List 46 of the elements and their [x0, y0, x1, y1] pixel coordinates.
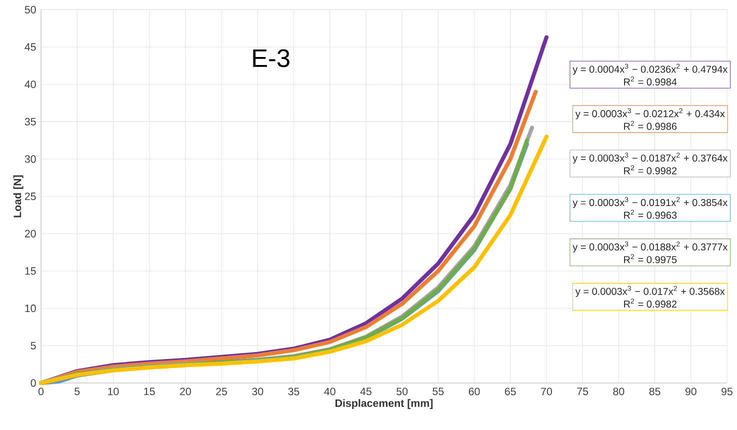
x-tick-label: 90 [685, 388, 696, 396]
x-tick-label: 95 [722, 388, 732, 396]
annotation: y = 0.0003x$^{3}$ − 0.0191x$^{2}$ + 0.3854x [572, 197, 728, 208]
x-axis-title: Displacement [mm] [336, 399, 433, 410]
x-tick-label: 15 [144, 388, 155, 396]
x-tick-label: 20 [180, 388, 191, 396]
y-tick-label: 15 [25, 267, 36, 275]
y-tick-label: 35 [24, 118, 36, 126]
annotation: R$^{2}$ = 0.9982 [624, 165, 677, 174]
x-tick-label: 85 [649, 388, 660, 396]
annotation: R$^{2}$ = 0.9963 [624, 210, 677, 219]
y-tick-label: 40 [24, 80, 36, 88]
x-tick-label: 75 [577, 388, 588, 396]
y-tick-label: 10 [25, 304, 36, 312]
annotation: y = 0.0003x$^{3}$ − 0.0188x$^{2}$ + 0.3777x [572, 241, 728, 252]
x-tick-label: 45 [360, 388, 372, 396]
x-tick-label: 5 [74, 388, 80, 396]
annotation: R$^{2}$ = 0.9984 [624, 76, 677, 86]
x-tick-label: 50 [396, 388, 408, 396]
annotation: y = 0.0003x$^{3}$ − 0.017x$^{2}$ + 0.3568x [575, 286, 725, 297]
x-tick-label: 60 [468, 388, 480, 396]
y-axis-title: Load [N] [13, 175, 24, 218]
text: E-3 [253, 49, 290, 68]
x-tick-label: 70 [541, 388, 552, 396]
y-tick-label: 25 [24, 192, 36, 200]
y-tick-label: 20 [24, 230, 36, 238]
annotation: R$^{2}$ = 0.9975 [624, 254, 677, 264]
y-tick-label: 30 [24, 155, 36, 163]
annotation: y = 0.0003x$^{3}$ − 0.0212x$^{2}$ + 0.434x [575, 108, 725, 120]
y-tick-label: 0 [30, 379, 36, 387]
y-tick-label: 5 [30, 342, 36, 350]
annotation: y = 0.0003x$^{3}$ − 0.0187x$^{2}$ + 0.3764x [572, 152, 728, 164]
annotation: y = 0.0004x$^{3}$ − 0.0236x$^{2}$ + 0.4794x [572, 64, 728, 75]
x-tick-label: 65 [504, 388, 516, 396]
y-tick-label: 45 [24, 43, 36, 51]
x-tick-label: 35 [288, 388, 300, 396]
x-tick-label: 0 [38, 388, 44, 396]
x-tick-label: 40 [324, 388, 336, 396]
x-tick-label: 10 [108, 388, 119, 396]
annotation: R$^{2}$ = 0.9986 [624, 120, 677, 130]
x-tick-label: 55 [432, 388, 444, 396]
y-tick-label: 50 [24, 6, 36, 14]
annotation: R$^{2}$ = 0.9982 [624, 298, 677, 308]
x-tick-label: 25 [216, 388, 228, 396]
x-tick-label: 30 [252, 388, 264, 396]
x-tick-label: 80 [613, 388, 624, 396]
